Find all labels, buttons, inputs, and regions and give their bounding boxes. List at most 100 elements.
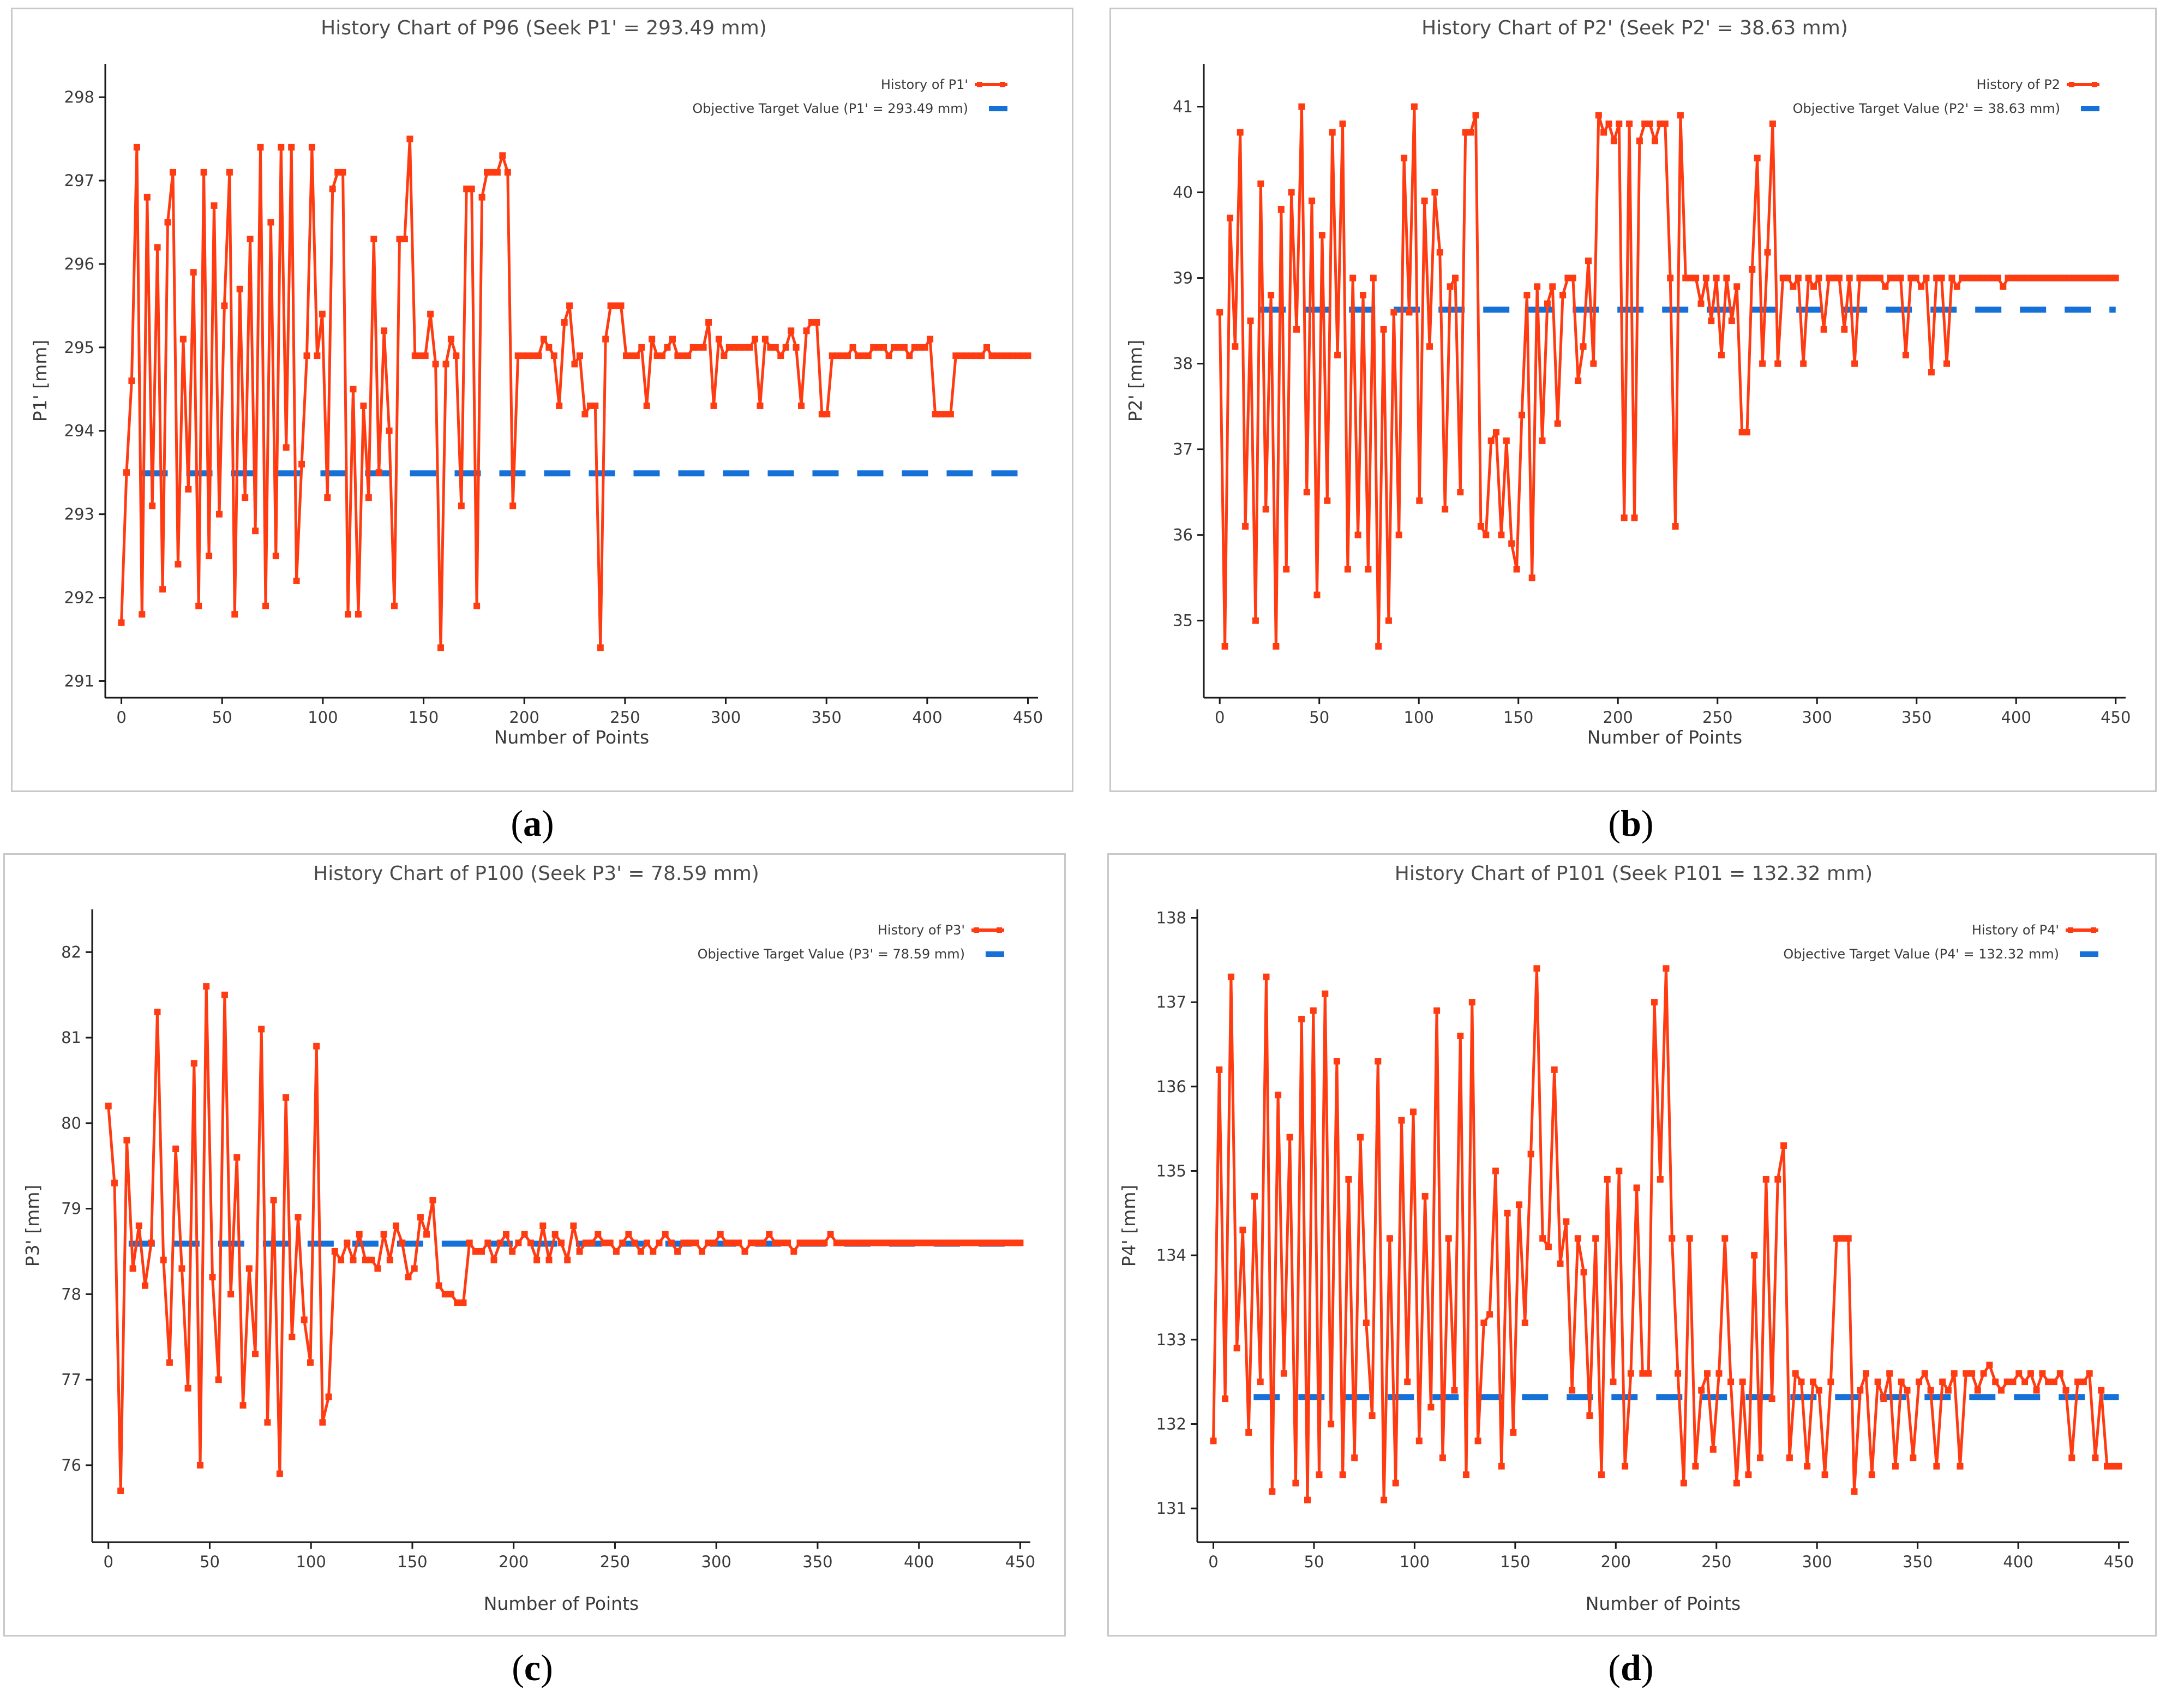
history-point (1980, 1370, 1987, 1377)
history-point (607, 1239, 614, 1246)
history-markers (118, 135, 1031, 651)
history-point (571, 361, 578, 368)
history-point (1951, 1370, 1958, 1377)
history-point (172, 1145, 179, 1152)
history-point (2081, 274, 2089, 281)
chart-b-svg: History Chart of P2' (Seek P2' = 38.63 m… (1125, 17, 2131, 748)
history-point (888, 1239, 895, 1246)
history-point (1275, 1092, 1282, 1099)
history-point (1009, 352, 1016, 359)
legend-history-label: History of P2 (1976, 77, 2060, 92)
history-point (725, 344, 733, 351)
history-point (1457, 489, 1464, 496)
x-tick-group: 0 50 100 150 200 250 300 350 400 450 (103, 1542, 1035, 1571)
history-point (1487, 437, 1495, 444)
history-point (1974, 274, 1981, 281)
history-point (1989, 274, 1996, 281)
history-point (1810, 283, 1817, 290)
history-point (752, 335, 758, 343)
history-point (1410, 1108, 1417, 1116)
history-point (669, 335, 676, 343)
history-point (324, 494, 331, 501)
y-tick-group: 291 292 293 294 295 296 297 298 (64, 88, 105, 690)
chart-title: History Chart of P100 (Seek P3' = 78.59 … (313, 862, 759, 885)
history-point (314, 352, 321, 359)
history-point (1559, 292, 1567, 298)
history-point (685, 352, 692, 359)
history-point (942, 411, 949, 418)
history-point (135, 1222, 142, 1229)
history-point (2066, 274, 2073, 281)
history-point (1574, 1235, 1581, 1242)
y-tick-label: 81 (61, 1028, 81, 1047)
history-point (808, 319, 815, 326)
history-line (107, 985, 1021, 1493)
history-point (1675, 1370, 1682, 1377)
history-point (1298, 1016, 1305, 1023)
history-point (262, 602, 269, 609)
x-axis-label: Number of Points (494, 727, 649, 748)
history-point (448, 1291, 454, 1298)
history-point (1563, 1218, 1570, 1225)
history-point (1738, 429, 1745, 436)
history-point (489, 169, 496, 176)
history-point (1815, 274, 1822, 281)
legend: History of P4' Objective Target Value (P… (1783, 922, 2098, 962)
history-point (437, 644, 444, 651)
history-point (1721, 1235, 1729, 1242)
history-point (405, 1274, 412, 1281)
history-point (870, 1239, 877, 1246)
history-point (581, 411, 589, 418)
x-tick-label: 450 (2101, 708, 2131, 727)
history-point (374, 1265, 381, 1272)
history-point (1269, 1488, 1276, 1495)
history-point (1595, 112, 1602, 119)
history-point (906, 352, 913, 359)
x-tick-label: 450 (2104, 1553, 2134, 1571)
history-point (705, 1239, 712, 1246)
history-point (1445, 1235, 1452, 1242)
history-point (721, 352, 728, 359)
history-point (1014, 352, 1021, 359)
x-tick-label: 350 (802, 1553, 832, 1571)
y-tick-label: 298 (64, 88, 94, 106)
history-point (278, 143, 285, 151)
y-tick-label: 132 (1156, 1415, 1186, 1433)
history-point (839, 1239, 847, 1246)
history-point (484, 1239, 491, 1246)
history-point (1227, 973, 1234, 980)
history-point (203, 983, 210, 990)
history-point (1222, 1395, 1229, 1403)
history-point (919, 1239, 926, 1246)
history-point (796, 1239, 803, 1246)
history-point (2080, 1379, 2087, 1386)
chart-panel-c: History Chart of P100 (Seek P3' = 78.59 … (3, 853, 1066, 1637)
history-point (350, 386, 357, 393)
history-point (170, 169, 176, 176)
y-axis-label: P4' [mm] (1118, 1185, 1139, 1267)
history-point (1004, 352, 1011, 359)
history-point (1528, 574, 1535, 582)
history-point (2056, 274, 2063, 281)
history-point (736, 344, 743, 351)
history-point (1263, 973, 1270, 980)
history-point (1702, 274, 1709, 281)
history-point (1904, 1387, 1911, 1394)
history-point (659, 352, 666, 359)
history-point (355, 611, 362, 618)
history-point (947, 411, 954, 418)
history-point (307, 1359, 314, 1366)
history-point (289, 1333, 296, 1340)
history-point (216, 511, 223, 518)
history-point (331, 1248, 338, 1255)
history-point (142, 1282, 148, 1289)
y-tick-label: 78 (61, 1285, 81, 1303)
caption-letter: a (523, 802, 542, 844)
history-point (1697, 300, 1705, 307)
history-point (2115, 1463, 2122, 1470)
history-point (149, 502, 156, 510)
x-tick-label: 450 (1005, 1553, 1035, 1571)
history-point (386, 1256, 393, 1263)
history-point (442, 361, 449, 368)
history-point (863, 1239, 871, 1246)
